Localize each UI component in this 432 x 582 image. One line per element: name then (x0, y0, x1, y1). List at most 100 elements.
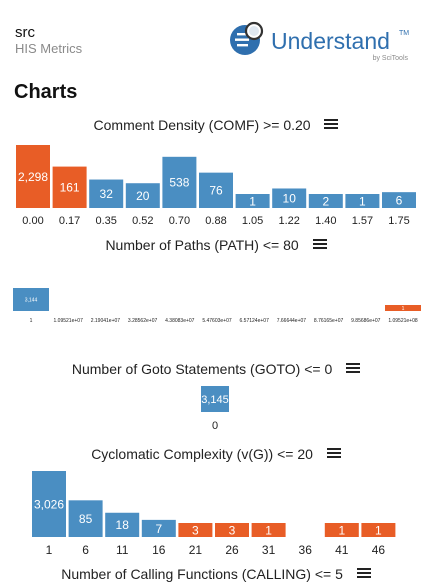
x-tick-label: 0.00 (22, 215, 43, 227)
bar (178, 523, 213, 537)
bar (251, 523, 286, 537)
bar-value-label: 3,145 (201, 394, 229, 406)
bar-value-label: 3,026 (34, 497, 64, 511)
bar-value-label: 161 (60, 181, 80, 195)
bar-value-label: 6 (396, 193, 403, 207)
bar (235, 194, 270, 208)
chart-menu-icon[interactable] (312, 237, 327, 251)
x-tick-label: 1 (46, 543, 53, 557)
chart-menu-icon[interactable] (346, 361, 361, 375)
bar-value-label: 1 (338, 523, 345, 537)
bar (201, 386, 229, 412)
bar (32, 471, 66, 537)
bar (385, 305, 421, 311)
x-tick-label: 1.09521e+07 (54, 318, 84, 324)
chart-title-text: Number of Goto Statements (GOTO) <= 0 (71, 361, 333, 377)
bar-value-label: 76 (209, 184, 223, 198)
bar (199, 172, 233, 208)
bar (125, 183, 160, 208)
chart-menu-icon[interactable] (356, 566, 371, 580)
bar (162, 156, 197, 208)
app-header: src HIS Metrics Understand TM by SciTool… (0, 0, 432, 70)
chart-title: Comment Density (COMF) >= 0.20 (0, 117, 432, 133)
x-tick-label: 8.76165e+07 (314, 318, 344, 324)
x-tick-label: 0.52 (132, 215, 153, 227)
x-tick-label: 2.19041e+07 (91, 318, 121, 324)
bar (324, 523, 359, 537)
bar (105, 512, 140, 537)
bar-value-label: 3 (229, 523, 236, 537)
bar-value-label: 7 (155, 522, 162, 536)
chart-title-text: Comment Density (COMF) >= 0.20 (93, 117, 311, 133)
bar-value-label: 3 (192, 523, 199, 537)
magnifier-icon (230, 21, 264, 55)
chart-title-text: Cyclomatic Complexity (v(G)) <= 20 (91, 446, 313, 462)
comment-density-chart: 2,2980.001610.17320.35200.525380.70760.8… (16, 145, 416, 227)
x-tick-label: 5.47603e+07 (202, 318, 232, 324)
bar (272, 188, 307, 208)
logo-byline: by SciTools (373, 55, 409, 62)
x-tick-label: 41 (335, 543, 349, 557)
x-tick-label: 6.57124e+07 (240, 318, 270, 324)
bar-value-label: 538 (169, 176, 189, 190)
understand-logo: Understand TM by SciTools (230, 21, 409, 62)
bar (68, 500, 103, 537)
x-tick-label: 4.38083e+07 (165, 318, 195, 324)
x-tick-label: 1.40 (315, 215, 336, 227)
bar (215, 523, 249, 537)
chart-title-text: Number of Paths (PATH) <= 80 (105, 237, 299, 253)
bar (361, 523, 396, 537)
x-tick-label: 1 (30, 318, 33, 324)
bar (345, 194, 380, 208)
x-tick-label: 1.75 (388, 215, 409, 227)
x-tick-label: 1.22 (278, 215, 299, 227)
logo-wordmark: Understand (271, 28, 390, 54)
project-subtitle: HIS Metrics (15, 41, 83, 56)
x-tick-label: 1.05 (242, 215, 263, 227)
bar-value-label: 1 (375, 523, 382, 537)
x-tick-label: 36 (299, 543, 313, 557)
bar (382, 192, 416, 208)
project-name: src (15, 24, 35, 41)
chart-title: Number of Goto Statements (GOTO) <= 0 (0, 361, 432, 377)
x-tick-label: 21 (189, 543, 203, 557)
x-tick-label: 6 (82, 543, 89, 557)
x-tick-label: 1.57 (352, 215, 373, 227)
bar-value-label: 10 (283, 192, 297, 206)
bar-value-label: 1 (249, 194, 256, 208)
bar-value-label: 20 (136, 189, 150, 203)
chart-menu-icon[interactable] (326, 446, 341, 460)
x-tick-label: 26 (225, 543, 239, 557)
bar (141, 519, 176, 537)
bar-value-label: 1 (359, 194, 366, 208)
x-tick-label: 3.28562e+07 (128, 318, 158, 324)
chart-title: Number of Paths (PATH) <= 80 (0, 237, 432, 253)
x-tick-label: 1.09521e+08 (388, 318, 418, 324)
bar-value-label: 32 (100, 187, 114, 201)
x-tick-label: 46 (372, 543, 386, 557)
goto-statements-chart: 3,145 0 (201, 386, 229, 432)
x-tick-label: 0 (212, 420, 218, 432)
bar-value-label: 85 (79, 512, 93, 526)
x-tick-label: 0.17 (59, 215, 80, 227)
bar-value-label: 1 (402, 306, 405, 312)
x-tick-label: 31 (262, 543, 276, 557)
x-tick-label: 11 (116, 543, 129, 557)
chart-menu-icon[interactable] (324, 117, 339, 131)
x-tick-label: 9.85686e+07 (351, 318, 381, 324)
bar (13, 288, 49, 311)
cyclomatic-complexity-chart: 3,026 1 85 6 18 11 7 16 3 21 3 26 1 31 36 1 41 1 46 (32, 471, 396, 557)
bar-value-label: 1 (265, 523, 272, 537)
bar-value-label: 18 (116, 518, 130, 532)
page-title: Charts (14, 81, 78, 103)
x-tick-label: 16 (152, 543, 166, 557)
bar (89, 179, 124, 208)
chart-title: Cyclomatic Complexity (v(G)) <= 20 (0, 446, 432, 462)
x-tick-label: 0.35 (95, 215, 116, 227)
x-tick-label: 0.88 (205, 215, 226, 227)
bar-value-label: 2,298 (18, 170, 48, 184)
number-of-paths-chart: 3,144 1 1.09521e+07 2.19041e+07 3.28562e+07 4… (13, 288, 421, 324)
bar (308, 194, 343, 208)
bar (52, 166, 87, 208)
x-tick-label: 0.70 (169, 215, 190, 227)
